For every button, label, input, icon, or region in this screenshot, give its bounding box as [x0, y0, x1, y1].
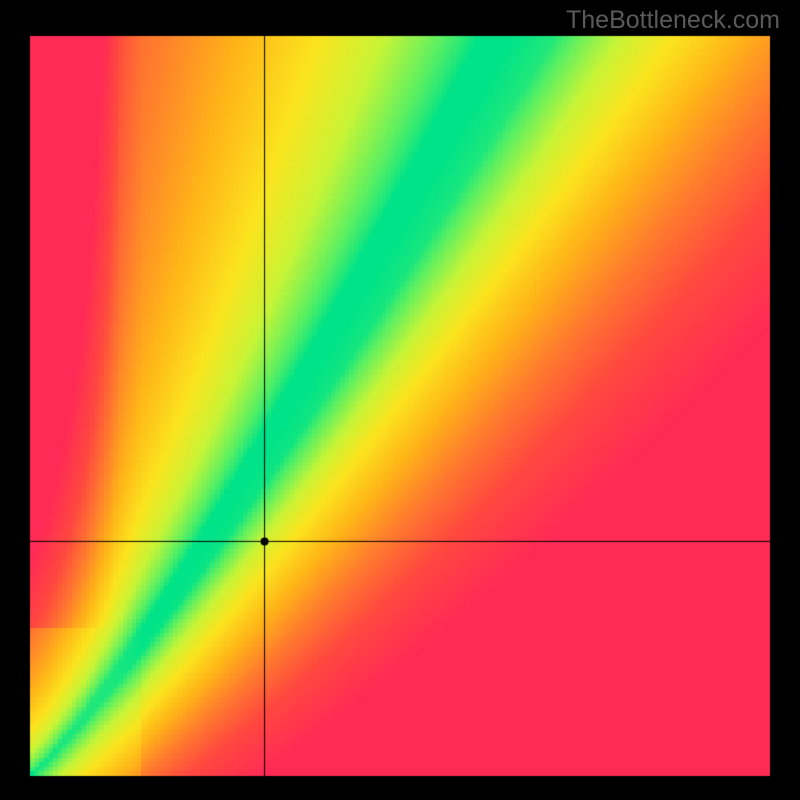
- bottleneck-heatmap: [0, 0, 800, 800]
- watermark-text: TheBottleneck.com: [566, 6, 780, 35]
- chart-root: TheBottleneck.com: [0, 0, 800, 800]
